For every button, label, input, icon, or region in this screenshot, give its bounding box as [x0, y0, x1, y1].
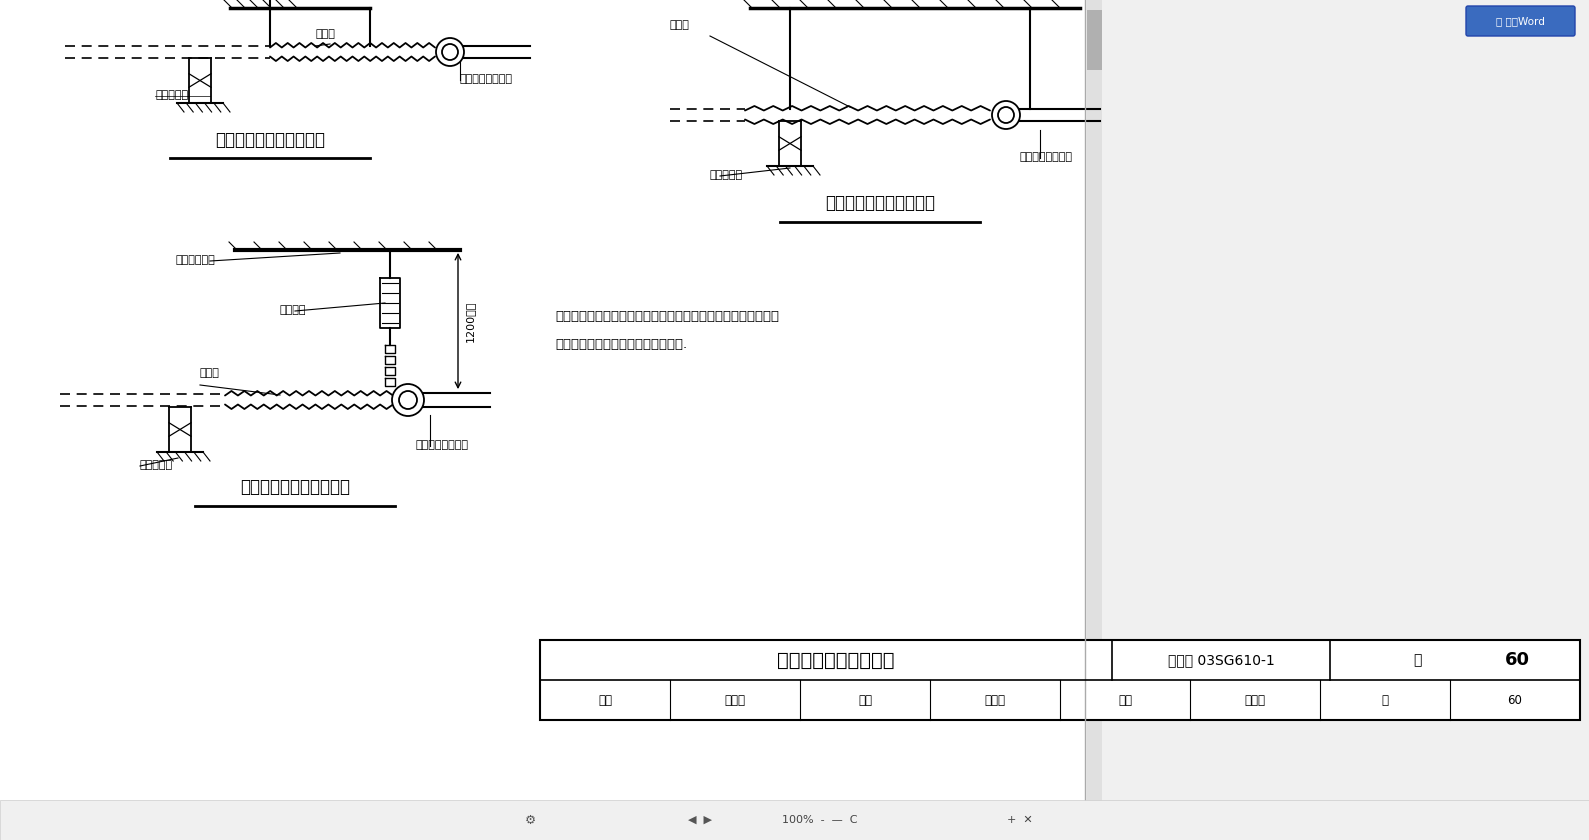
Circle shape — [392, 384, 424, 416]
Text: 1200以上: 1200以上 — [466, 301, 475, 342]
Text: +  ✕: + ✕ — [1007, 815, 1033, 825]
Text: 60: 60 — [1505, 651, 1530, 669]
Text: 说明：水平管柔性连接型式应按照其布置空间大小、管道的类型: 说明：水平管柔性连接型式应按照其布置空间大小、管道的类型 — [555, 310, 779, 323]
Text: 苏红年: 苏红年 — [725, 694, 745, 706]
Bar — [1085, 0, 1589, 840]
Text: 吊架与支撑架组合（二）: 吊架与支撑架组合（二） — [240, 478, 350, 496]
Text: 和使用功能要求等，由设计人员选定.: 和使用功能要求等，由设计人员选定. — [555, 338, 686, 351]
Text: 柔性管: 柔性管 — [200, 368, 219, 378]
Bar — [0, 0, 1085, 840]
Text: 柔性管: 柔性管 — [671, 20, 690, 30]
Text: 弹簧元件: 弹簧元件 — [280, 305, 307, 315]
Text: 100%  -  —  C: 100% - — C — [782, 815, 858, 825]
Text: ◀  ▶: ◀ ▶ — [688, 815, 712, 825]
Text: 宁绩良: 宁绩良 — [1244, 694, 1265, 706]
Text: 地面支撑架: 地面支撑架 — [140, 460, 173, 470]
Text: 图集号 03SG610-1: 图集号 03SG610-1 — [1168, 653, 1274, 667]
Text: 60: 60 — [1508, 694, 1522, 706]
Text: 接隔震层以上管道: 接隔震层以上管道 — [415, 440, 469, 450]
Text: ⚙: ⚙ — [524, 813, 535, 827]
Text: 🔄 转为Word: 🔄 转为Word — [1497, 16, 1545, 26]
Bar — [1087, 10, 1103, 70]
Text: 上部隔震结构: 上部隔震结构 — [175, 255, 215, 265]
Bar — [540, 640, 1579, 720]
Text: 水平管柔性连接（二）: 水平管柔性连接（二） — [777, 650, 895, 669]
Text: 地面支撑架: 地面支撑架 — [710, 170, 744, 180]
Text: 柔性管: 柔性管 — [315, 29, 335, 39]
Text: 吊架与支撑架组合（一）: 吊架与支撑架组合（一） — [215, 131, 326, 149]
Text: 页: 页 — [1381, 694, 1389, 706]
Circle shape — [435, 38, 464, 66]
Text: 设计: 设计 — [1119, 694, 1131, 706]
Text: 地面支撑架: 地面支撑架 — [156, 90, 188, 100]
Text: 吊架与支撑架组合（三）: 吊架与支撑架组合（三） — [825, 194, 934, 212]
Circle shape — [992, 101, 1020, 129]
Bar — [0, 800, 1589, 840]
Text: 接隔震层以上管道: 接隔震层以上管道 — [459, 74, 513, 84]
Text: 审核: 审核 — [597, 694, 612, 706]
Text: 文小平: 文小平 — [985, 694, 1006, 706]
Text: 页: 页 — [1413, 653, 1422, 667]
Text: 校对: 校对 — [858, 694, 872, 706]
Bar — [1087, 0, 1103, 840]
FancyBboxPatch shape — [1467, 6, 1575, 36]
Text: 接隔震层以上管道: 接隔震层以上管道 — [1020, 152, 1073, 162]
